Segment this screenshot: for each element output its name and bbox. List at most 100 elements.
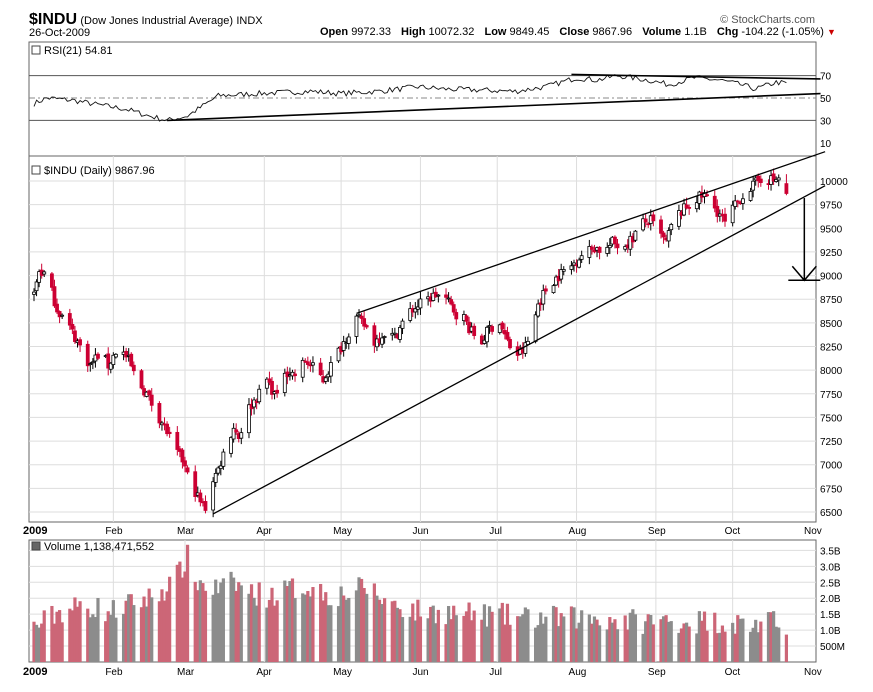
volume-bar <box>234 590 238 662</box>
volume-bar <box>160 589 164 662</box>
volume-bar <box>429 606 433 662</box>
volume-bar <box>344 599 348 662</box>
candle-body <box>239 432 244 439</box>
volume-bar <box>237 582 241 662</box>
volume-bar <box>232 577 236 662</box>
candle-body <box>346 336 351 344</box>
chart-header: $INDU (Dow Jones Industrial Average) IND… <box>0 0 873 40</box>
rsi-panel-label: RSI(21) 54.81 <box>44 45 112 57</box>
candle-body <box>257 388 262 403</box>
volume-x-tick-label: Oct <box>725 667 741 678</box>
candle-body <box>413 308 418 313</box>
volume-bar <box>229 571 233 662</box>
price-x-tick-label: Apr <box>256 526 272 537</box>
candle-body <box>472 325 477 336</box>
ticker-symbol: $INDU <box>29 11 78 28</box>
volume-bar <box>380 604 384 662</box>
rsi-trendline <box>167 92 821 122</box>
candle-body <box>357 314 361 317</box>
candle-body <box>687 206 692 209</box>
candle-body <box>613 236 617 245</box>
volume-bar <box>372 583 376 662</box>
candle-body <box>149 394 154 406</box>
volume-bar <box>738 618 742 662</box>
volume-bar <box>270 587 274 662</box>
volume-bar <box>539 612 543 662</box>
candle-body <box>646 223 651 226</box>
candle-body <box>147 390 152 396</box>
volume-bar <box>104 621 108 662</box>
candle-body <box>341 341 346 351</box>
volume-bar <box>595 619 599 662</box>
volume-bar <box>684 622 689 662</box>
volume-bar <box>700 620 704 662</box>
volume-bar <box>147 588 151 662</box>
candle-body <box>55 303 59 313</box>
volume-bar <box>185 544 190 662</box>
candle-body <box>354 315 359 337</box>
volume-bar <box>498 608 502 662</box>
candle-body <box>561 269 566 272</box>
candle-body <box>293 373 297 377</box>
brand-watermark: © StockCharts.com <box>720 14 815 26</box>
volume-bar <box>249 584 254 662</box>
volume-bar <box>362 588 366 662</box>
volume-bar <box>434 623 438 662</box>
volume-y-tick-label: 3.5B <box>820 546 841 557</box>
volume-bar <box>418 616 423 662</box>
volume-bar <box>252 597 256 662</box>
volume-bar <box>398 609 402 662</box>
candle-body <box>400 320 405 329</box>
volume-bar <box>326 605 330 662</box>
candle-body <box>433 291 438 298</box>
candle-body <box>605 246 610 254</box>
candle-body <box>659 219 663 234</box>
candle-body <box>741 198 745 204</box>
candle-body <box>229 437 233 454</box>
candle-body <box>408 308 413 321</box>
volume-bar <box>127 594 131 662</box>
volume-bar <box>572 607 576 662</box>
candle-body <box>669 224 674 231</box>
close-label: Close <box>559 26 590 38</box>
volume-bar <box>86 608 90 662</box>
volume-bar <box>293 598 297 662</box>
volume-bar <box>265 607 269 662</box>
volume-bar <box>569 606 574 662</box>
volume-bar <box>715 633 719 662</box>
candle-body <box>579 255 584 260</box>
volume-bar <box>196 590 200 662</box>
candle-body <box>106 353 111 369</box>
candle-body <box>142 388 146 396</box>
low-value: 9849.45 <box>509 26 550 38</box>
chart-title: $INDU (Dow Jones Industrial Average) IND… <box>29 11 263 29</box>
volume-bar <box>211 594 215 662</box>
price-x-tick-label: Aug <box>569 526 587 537</box>
price-trendline <box>212 185 826 515</box>
volume-bar <box>687 626 691 662</box>
volume-bar <box>500 602 504 662</box>
price-y-tick-label: 9750 <box>820 201 843 212</box>
candle-body <box>643 218 648 223</box>
volume-x-tick-label: Aug <box>569 667 587 678</box>
candle-body <box>96 353 100 359</box>
volume-bar <box>464 611 469 662</box>
volume-bar <box>759 621 763 662</box>
candle-body <box>111 354 116 365</box>
volume-bar <box>610 622 614 662</box>
volume-bar <box>723 631 727 662</box>
volume-bar <box>139 607 144 662</box>
volume-x-tick-label: Jul <box>489 667 502 678</box>
candle-body <box>318 362 323 376</box>
volume-bar <box>111 600 115 662</box>
volume-bar <box>178 561 182 662</box>
volume-bar <box>319 583 323 662</box>
volume-bar <box>321 600 325 662</box>
volume-bar <box>626 629 630 662</box>
candle-body <box>300 359 305 378</box>
candle-body <box>282 372 287 393</box>
candle-body <box>607 245 612 249</box>
volume-bar <box>641 633 645 662</box>
volume-bar <box>214 579 218 662</box>
volume-bar <box>285 586 289 662</box>
